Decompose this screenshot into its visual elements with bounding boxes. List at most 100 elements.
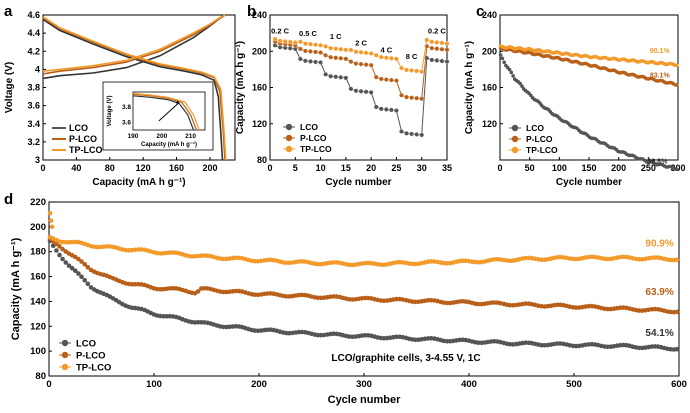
y-tick-label: 80	[257, 155, 267, 165]
x-axis-label: Cycle number	[328, 394, 401, 406]
x-tick-label: 0	[267, 163, 272, 173]
legend-marker	[61, 363, 69, 371]
retention-label: 54.1%	[645, 328, 673, 339]
cycle-point	[457, 337, 462, 343]
rate-point-LCO	[373, 104, 379, 110]
inset-frame	[132, 91, 206, 131]
cycle-point	[636, 345, 642, 351]
rate-point-LCO	[434, 58, 440, 63]
x-tick-label: 5	[293, 163, 298, 173]
rate-point-LCO	[363, 89, 369, 95]
cycle-point	[161, 314, 166, 319]
cycle-point	[296, 259, 302, 264]
rate-point-TP-LCO	[373, 52, 379, 58]
cycle-point	[76, 256, 81, 262]
y-tick-label: 4.6	[27, 10, 40, 20]
y-tick-label: 4	[35, 64, 40, 74]
rate-point-LCO	[338, 75, 344, 80]
legend-label: LCO	[300, 122, 318, 132]
rate-point-P-LCO	[409, 95, 414, 101]
cycle-point	[76, 271, 81, 276]
legend-label: P-LCO	[300, 133, 327, 143]
initial-point	[47, 210, 53, 216]
cycle-point	[507, 67, 512, 72]
rate-point-P-LCO	[313, 49, 318, 55]
series-d-P-LCO	[47, 236, 680, 315]
legend-marker	[511, 146, 519, 154]
rate-point-LCO	[333, 74, 339, 80]
panel-letter: c	[476, 3, 484, 20]
y-tick-label: 180	[30, 247, 46, 258]
panel-letter: b	[247, 3, 256, 20]
rate-point-TP-LCO	[282, 39, 288, 44]
cycle-point	[605, 256, 610, 262]
rate-point-TP-LCO	[419, 69, 425, 74]
rate-point-TP-LCO	[297, 39, 303, 45]
rate-point-TP-LCO	[313, 42, 318, 48]
panel-a-axes: 0 40 80 120 160 200 3 3.2 3.4 3.6 3.8 4 4.2 4.4 4.6 Cap…	[4, 10, 236, 188]
x-tick-label: 30	[417, 163, 427, 173]
rate-point-P-LCO	[338, 55, 344, 61]
cycle-point	[491, 257, 497, 262]
y-tick-label: 3.4	[27, 119, 40, 129]
inset-curve-TP-LCO	[132, 92, 200, 131]
rate-point-LCO	[348, 86, 354, 92]
x-tick-label: 250	[641, 163, 656, 173]
rate-point-TP-LCO	[409, 68, 414, 73]
panel-d-frame	[48, 201, 680, 377]
cycle-point	[60, 256, 65, 262]
cycle-point	[69, 265, 75, 271]
y-tick-label: 160	[252, 83, 267, 93]
y-tick-label: 240	[252, 10, 267, 20]
y-tick-label: 80	[35, 371, 46, 382]
rate-point-LCO	[394, 108, 399, 113]
cycle-point	[636, 257, 642, 262]
cycle-point	[586, 303, 591, 309]
rate-point-TP-LCO	[323, 43, 328, 49]
cycle-point	[491, 300, 497, 305]
rate-point-P-LCO	[378, 76, 384, 82]
rate-point-P-LCO	[419, 96, 425, 102]
x-tick-label: 10	[316, 163, 326, 173]
cycle-point	[394, 296, 399, 302]
y-axis-label: Capacity (mA h g⁻¹)	[235, 41, 246, 134]
cycle-point	[428, 259, 434, 264]
rate-point-P-LCO	[297, 46, 303, 52]
cycle-point	[195, 320, 201, 325]
rate-point-TP-LCO	[434, 40, 440, 45]
cycle-point	[413, 299, 418, 305]
y-tick-label: 100	[30, 346, 46, 357]
cycle-point	[221, 256, 226, 262]
y-axis-label: Voltage (V)	[4, 62, 15, 113]
cycle-point	[674, 346, 680, 352]
y-tick-label: 4.4	[27, 28, 40, 38]
y-tick-label: 140	[30, 296, 46, 307]
inset-y-tick-label: 3.6	[122, 119, 131, 126]
cycle-point	[69, 239, 75, 245]
cycle-point	[636, 308, 642, 313]
x-tick-label: 0	[46, 379, 51, 390]
cycle-point	[675, 167, 679, 172]
rate-label: 4 C	[380, 46, 392, 55]
rate-point-P-LCO	[303, 48, 308, 54]
x-tick-label: 600	[671, 379, 687, 390]
cycle-point	[476, 301, 481, 307]
rate-point-TP-LCO	[338, 46, 344, 52]
rate-point-LCO	[323, 72, 328, 77]
inset-curve-P-LCO	[132, 93, 197, 131]
cycle-point	[296, 329, 302, 335]
x-tick-label: 40	[71, 163, 81, 173]
cycle-point	[265, 291, 270, 296]
panel-d-axes: 0 100 200 300 400 500 600 80 100 120 140 160 180 200 2…	[10, 197, 687, 406]
inset: 190 200 210 3.6 3.8 Capacity (mA h g⁻¹) Voltag…	[102, 81, 214, 151]
legend-label: TP-LCO	[76, 362, 111, 373]
cycle-point	[57, 244, 62, 249]
x-tick-label: 150	[581, 163, 596, 173]
cycle-point	[476, 340, 481, 346]
y-tick-label: 200	[482, 46, 497, 56]
rate-point-TP-LCO	[343, 47, 349, 53]
cycle-point	[79, 259, 84, 264]
legend-label: P-LCO	[526, 134, 553, 144]
